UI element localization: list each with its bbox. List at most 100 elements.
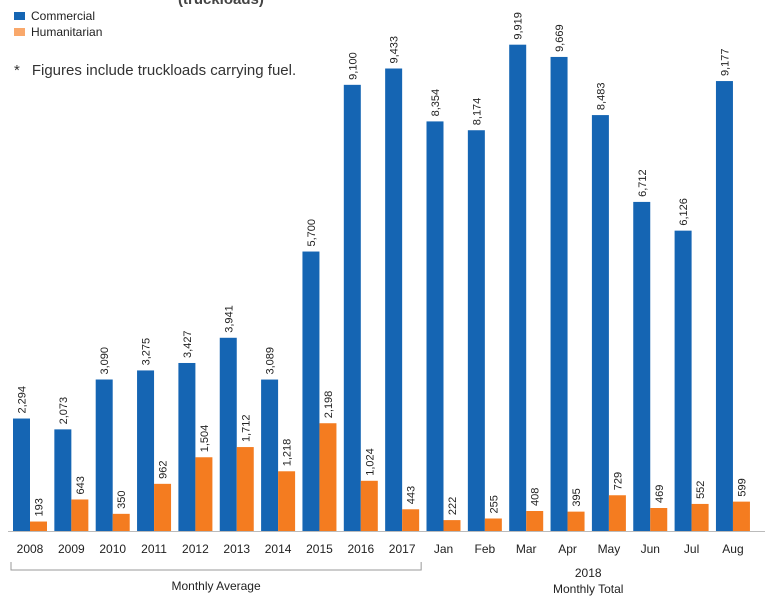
bar-commercial [95,379,113,531]
value-label-commercial: 8,354 [430,89,442,117]
bar-commercial [509,44,527,532]
category-label: 2012 [182,542,209,556]
footnote-asterisk: * [14,62,20,79]
category-label: Aug [722,542,743,556]
value-label-humanitarian: 1,712 [240,415,252,443]
value-label-humanitarian: 1,504 [199,425,211,453]
value-label-commercial: 9,433 [389,36,401,64]
legend: Commercial Humanitarian [14,8,102,40]
bar-commercial [467,130,485,532]
value-label-commercial: 6,712 [637,169,649,197]
value-label-humanitarian: 599 [736,478,748,496]
monthly-average-bracket [10,562,422,571]
bar-humanitarian [71,499,89,531]
bar-humanitarian [236,447,254,531]
value-label-humanitarian: 443 [406,486,418,504]
value-label-humanitarian: 552 [695,481,707,499]
bar-humanitarian [732,501,750,531]
value-label-humanitarian: 962 [158,460,170,478]
value-label-commercial: 8,483 [595,83,607,111]
category-label: May [598,542,621,556]
bar-commercial [550,56,568,531]
value-label-commercial: 9,919 [513,12,525,40]
value-label-humanitarian: 2,198 [323,391,335,419]
bar-commercial [343,84,361,531]
value-label-commercial: 2,073 [58,397,70,425]
bar-humanitarian [195,457,213,531]
bar-commercial [219,337,237,531]
bar-commercial [54,429,72,531]
value-label-humanitarian: 350 [116,490,128,508]
value-label-humanitarian: 729 [612,472,624,490]
bar-commercial [178,362,196,531]
value-label-commercial: 3,941 [223,305,235,333]
legend-item-commercial: Commercial [14,8,102,24]
legend-swatch-commercial [14,12,25,20]
value-label-commercial: 3,275 [141,338,153,366]
bar-humanitarian [567,511,585,531]
bar-commercial [137,370,155,531]
bar-commercial [302,251,320,531]
legend-item-humanitarian: Humanitarian [14,24,102,40]
category-label: 2011 [141,542,167,556]
category-label: 2008 [17,542,44,556]
category-label: Mar [516,542,537,556]
value-label-commercial: 3,089 [265,347,277,375]
footnote-text: Figures include truckloads carrying fuel… [31,62,297,79]
value-label-commercial: 6,126 [678,198,690,226]
category-label: 2016 [347,542,374,556]
category-label: 2014 [265,542,292,556]
category-label: Jul [684,542,699,556]
category-label: Apr [558,542,577,556]
category-label: 2017 [389,542,416,556]
value-label-commercial: 3,090 [99,347,111,375]
value-label-commercial: 9,177 [719,49,731,77]
category-label: 2013 [223,542,250,556]
legend-label-commercial: Commercial [31,9,96,23]
value-label-humanitarian: 469 [654,485,666,503]
bar-humanitarian [650,508,668,531]
bar-commercial [13,418,30,531]
value-label-humanitarian: 193 [34,498,46,516]
bar-commercial [674,230,692,531]
value-label-humanitarian: 643 [75,476,87,494]
bar-commercial [715,81,733,532]
value-label-humanitarian: 408 [530,488,542,506]
category-label: 2009 [58,542,85,556]
bar-humanitarian [278,471,296,531]
bar-commercial [426,121,444,532]
value-label-humanitarian: 1,218 [282,439,294,467]
value-label-humanitarian: 395 [571,488,583,506]
value-label-commercial: 2,294 [17,386,29,414]
bar-humanitarian [484,518,502,531]
value-label-commercial: 8,174 [471,98,483,126]
bar-commercial [385,68,403,532]
bar-humanitarian [608,495,626,531]
legend-swatch-humanitarian [14,28,25,36]
value-label-humanitarian: 255 [488,495,500,513]
chart-title-partial: (truckloads) [178,0,264,8]
bar-commercial [261,379,279,531]
group-label-year: 2018 [575,566,602,580]
value-label-humanitarian: 1,024 [364,448,376,476]
category-label: 2015 [306,542,333,556]
value-label-humanitarian: 222 [447,497,459,515]
bar-humanitarian [154,483,172,531]
value-label-commercial: 5,700 [306,219,318,247]
group-label-monthly-average: Monthly Average [171,579,260,593]
bar-humanitarian [402,509,420,531]
bar-humanitarian [112,513,130,531]
value-label-commercial: 9,669 [554,24,566,52]
bar-humanitarian [691,503,709,531]
bar-humanitarian [319,423,337,531]
category-label: Feb [475,542,496,556]
bar-humanitarian [443,520,461,531]
group-label-monthly-total: Monthly Total [553,582,623,596]
category-label: Jan [434,542,453,556]
bar-commercial [591,115,609,531]
legend-label-humanitarian: Humanitarian [31,25,103,39]
category-label: 2010 [99,542,126,556]
bar-humanitarian [360,480,378,531]
bar-commercial [633,201,651,531]
